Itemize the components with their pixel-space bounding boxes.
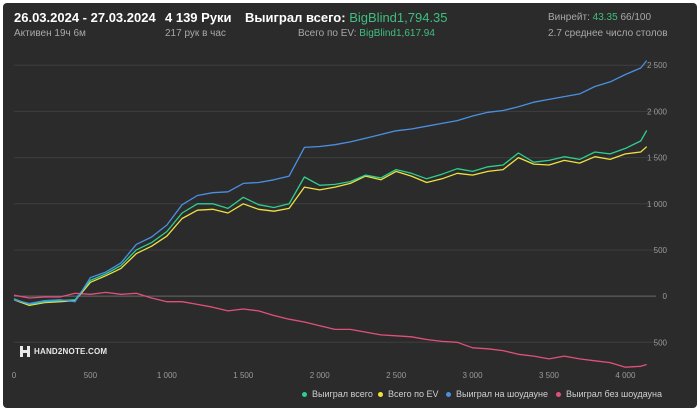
x-tick-label: 3 000: [463, 371, 484, 380]
legend-dot-icon: [556, 391, 561, 397]
y-tick-label: 500: [654, 246, 668, 255]
hand2note-logo-icon: [20, 346, 30, 357]
winrate-label: Винрейт:: [548, 12, 590, 23]
legend-item-won[interactable]: Выиграл всего: [302, 389, 373, 399]
y-tick-label: 1 000: [647, 200, 668, 209]
series-line: [13, 291, 647, 368]
x-tick-label: 3 500: [539, 371, 560, 380]
active-time: Активен 19ч 6м: [14, 28, 86, 39]
won-label: Выиграл всего:: [245, 10, 346, 25]
legend-item-no-showdown[interactable]: Выиграл без шоудауна: [556, 389, 662, 399]
date-range: 26.03.2024 - 27.03.2024: [14, 10, 156, 25]
legend-label: Выиграл на шоудауне: [456, 389, 548, 399]
x-tick-label: 1 500: [233, 371, 254, 380]
x-tick-label: 500: [84, 371, 98, 380]
x-tick-label: 4 000: [615, 371, 636, 380]
won-total: Выиграл всего: BigBlind1,794.35: [245, 10, 448, 25]
hand2note-logo: HAND2NOTE.COM: [20, 346, 107, 357]
legend-label: Всего по EV: [388, 389, 439, 399]
x-tick-label: 1 000: [157, 371, 178, 380]
ev-label: Всего по EV:: [298, 28, 357, 39]
y-tick-label: 0: [663, 292, 668, 301]
y-tick-label: 2 000: [647, 107, 668, 116]
y-tick-label: 2 500: [647, 61, 668, 70]
y-tick-label: 500: [654, 338, 668, 347]
series-line: [13, 130, 648, 306]
series-line: [13, 146, 648, 307]
legend-item-ev[interactable]: Всего по EV: [378, 389, 438, 399]
series-line: [13, 60, 648, 305]
winrate-value: 43.35: [592, 12, 618, 23]
y-tick-label: 1 500: [647, 154, 668, 163]
legend-label: Выиграл без шоудауна: [566, 389, 662, 399]
ev-value: BigBlind1,617.94: [359, 28, 435, 39]
won-value: BigBlind1,794.35: [349, 10, 448, 25]
ev-total: Всего по EV: BigBlind1,617.94: [298, 28, 435, 39]
legend-dot-icon: [378, 391, 383, 397]
legend-dot-icon: [446, 391, 451, 397]
legend-label: Выиграл всего: [312, 389, 373, 399]
x-tick-label: 2 000: [310, 371, 331, 380]
x-tick-label: 0: [12, 371, 17, 380]
legend-dot-icon: [302, 391, 307, 397]
hands-count: 4 139 Руки: [165, 10, 232, 25]
legend-item-showdown[interactable]: Выиграл на шоудауне: [446, 389, 548, 399]
avg-tables: 2.7 среднее число столов: [548, 28, 668, 39]
winrate-count: 66/100: [620, 12, 652, 23]
x-tick-label: 2 500: [386, 371, 407, 380]
winrate: Винрейт: 43.35 66/100: [548, 12, 651, 23]
chart-panel: [3, 3, 697, 408]
hands-per-hour: 217 рук в час: [165, 28, 226, 39]
logo-text: HAND2NOTE.COM: [34, 347, 108, 356]
